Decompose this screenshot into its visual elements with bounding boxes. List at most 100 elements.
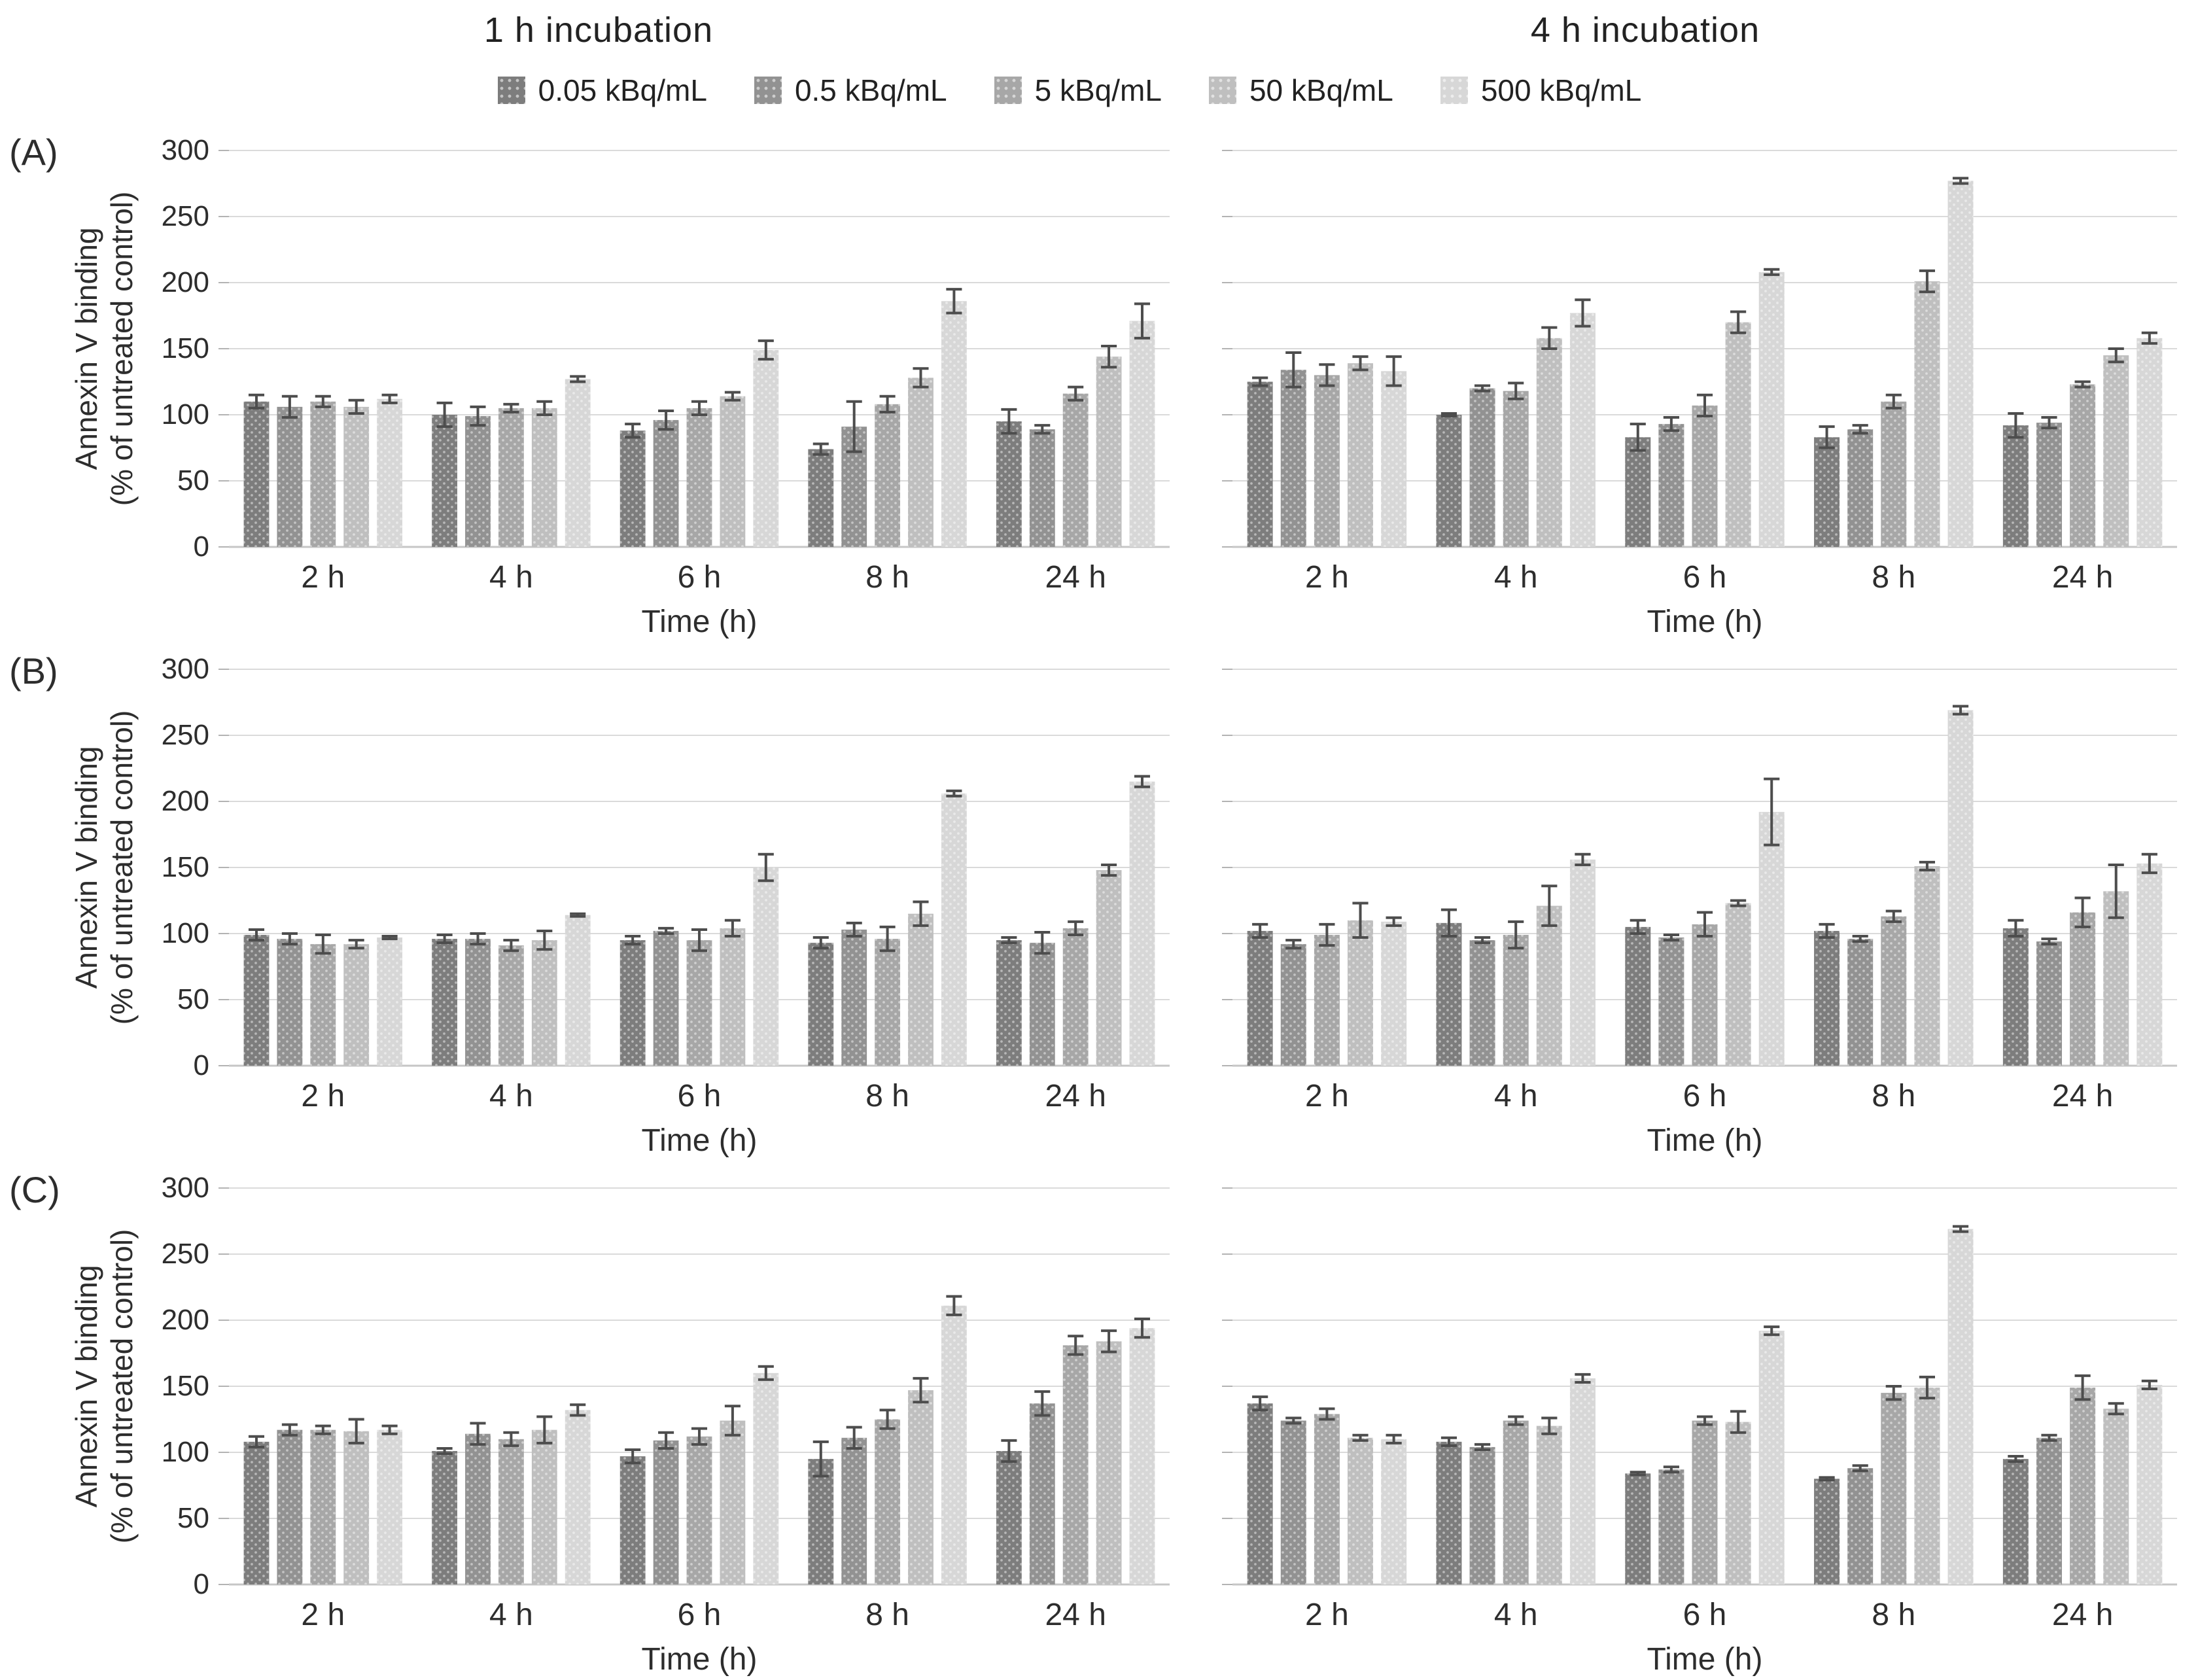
error-bar [913, 1376, 929, 1404]
error-bar [1696, 1415, 1713, 1426]
x-category-label-8h: 8 h [1872, 560, 1915, 595]
bar-texture [1503, 391, 1529, 547]
legend-swatch-icon [754, 77, 782, 104]
error-bar [1068, 1335, 1084, 1356]
bar-texture [1129, 321, 1155, 547]
bar-texture [875, 1419, 901, 1584]
bar-texture [343, 944, 370, 1066]
bar-texture [1847, 939, 1874, 1066]
panel-label-A: (A) [9, 131, 58, 173]
bar-texture [1247, 381, 1273, 547]
bar-texture [1503, 1420, 1529, 1584]
error-bar [1440, 1436, 1457, 1447]
bar-texture [343, 1431, 370, 1584]
bar-texture [1569, 1378, 1596, 1584]
y-axis-label-line2: (% of untreated control) [105, 1229, 139, 1544]
error-bar [536, 1415, 553, 1444]
error-bar [1352, 901, 1369, 939]
bar-texture [432, 1450, 458, 1584]
y-axis-label-line1: Annexin V binding [69, 1265, 103, 1508]
error-bar [2041, 1433, 2057, 1442]
bar-texture [1625, 437, 1651, 547]
bar-texture [1348, 1437, 1374, 1584]
error-bar [658, 926, 674, 935]
bar-texture [1569, 859, 1596, 1066]
panel-label-C: (C) [9, 1169, 60, 1210]
bar-texture [941, 301, 967, 547]
legend-label: 0.5 kBq/mL [794, 73, 947, 107]
error-bar [381, 935, 398, 941]
bar-texture [531, 408, 557, 547]
bar-texture [686, 408, 712, 547]
bar-texture [343, 406, 370, 547]
error-bar [1852, 1464, 1868, 1473]
bar-texture [996, 1450, 1022, 1584]
error-bar [1541, 326, 1558, 350]
legend-label: 0.05 kBq/mL [538, 73, 707, 107]
error-bar [758, 339, 774, 361]
bar-texture [2002, 928, 2029, 1066]
y-tick-label: 300 [162, 1172, 209, 1204]
legend-label: 500 kBq/mL [1480, 73, 1642, 107]
x-category-label-4h: 4 h [489, 560, 533, 595]
x-category-label-6h: 6 h [678, 1598, 722, 1632]
bar-texture [1881, 1393, 1907, 1584]
chart-A-1h-incubation: 0 50 100 150 200 250 300 Annexin V binding (% of… [65, 120, 1171, 642]
bar-texture [2036, 423, 2062, 547]
error-bar [1101, 863, 1117, 877]
error-bar [281, 394, 298, 419]
error-bar [1386, 1433, 1402, 1444]
bar-chart-svg: 0 50 100 150 200 250 300 Annexin V binding (% of… [69, 134, 1170, 639]
error-bar [1134, 302, 1151, 340]
bar-texture [432, 415, 458, 547]
y-tick-label: 150 [162, 332, 209, 364]
bar-texture [1096, 870, 1122, 1066]
error-bar [1885, 393, 1902, 410]
bar-texture [432, 939, 458, 1066]
y-axis-label-line1: Annexin V binding [69, 746, 103, 989]
y-tick-label: 150 [162, 1370, 209, 1402]
bar-texture [1129, 781, 1155, 1066]
error-bar [1386, 916, 1402, 927]
bar-texture [465, 1433, 491, 1584]
bar-texture [1469, 388, 1495, 547]
bar-texture [1062, 928, 1089, 1066]
column-titles-row: 1 h incubation 4 h incubation [0, 0, 2198, 60]
error-bar [2108, 863, 2124, 919]
error-bar [1819, 425, 1835, 449]
error-bar [812, 936, 829, 950]
error-bar [846, 400, 862, 453]
bar-texture [1536, 905, 1562, 1066]
x-category-label-2h: 2 h [1305, 1079, 1349, 1113]
bar-texture [1029, 429, 1055, 547]
bar-texture [1847, 1468, 1874, 1584]
error-bar [1134, 1317, 1151, 1339]
bar-texture [1348, 920, 1374, 1066]
x-category-label-4h: 4 h [489, 1079, 533, 1113]
bar-texture [720, 1420, 746, 1584]
bar-texture [1914, 866, 1940, 1066]
bar-texture [277, 406, 303, 547]
legend-swatch-icon [994, 77, 1022, 104]
bar-texture [1348, 363, 1374, 547]
error-bar [1952, 705, 1969, 716]
chart-B-4h-incubation: 2 h 4 h 6 h 8 h 24 h Time (h) [1171, 639, 2198, 1161]
column-title-1h-incubation: 1 h incubation [483, 10, 714, 50]
y-axis-label-line2: (% of untreated control) [105, 710, 139, 1025]
error-bar [2008, 919, 2024, 938]
error-bar [812, 442, 829, 456]
x-category-label-2h: 2 h [1305, 560, 1349, 595]
error-bar [1575, 298, 1591, 328]
error-bar [1001, 408, 1017, 435]
bar-texture [531, 940, 557, 1066]
x-category-label-2h: 2 h [1305, 1598, 1349, 1632]
error-bar [570, 1403, 586, 1417]
error-bar [381, 1424, 398, 1435]
bar-texture [808, 1459, 834, 1584]
x-category-label-2h: 2 h [301, 1598, 345, 1632]
error-bar [536, 929, 553, 951]
error-bar [1730, 1410, 1747, 1434]
bar-texture [1947, 1229, 1974, 1584]
bar-texture [841, 929, 867, 1066]
error-bar [1352, 1433, 1369, 1442]
